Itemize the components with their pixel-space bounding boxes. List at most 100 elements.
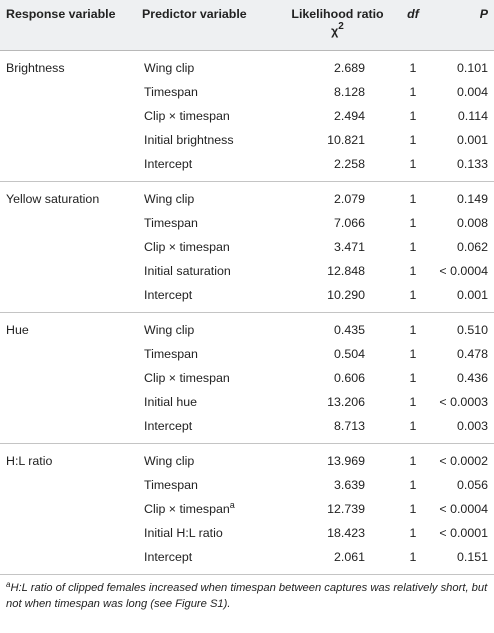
response-variable-cell [0,104,136,128]
predictor-variable-cell: Clip × timespan [136,104,282,128]
df-cell: 1 [409,454,417,468]
likelihood-ratio-cell: 18.423 [327,526,365,540]
response-variable-cell [0,545,136,575]
predictor-text: Wing clip [144,61,195,75]
predictor-variable-cell: Intercept [136,283,282,313]
response-variable-cell [0,366,136,390]
response-variable-cell: H:L ratio [6,454,53,468]
header-likelihood-text: Likelihood ratio χ [291,7,384,38]
footnote-row: aH:L ratio of clipped females increased … [0,575,494,617]
results-table-container: Response variable Predictor variable Lik… [0,0,494,617]
results-table: Response variable Predictor variable Lik… [0,0,494,617]
likelihood-ratio-cell: 12.739 [327,502,365,516]
response-variable-cell [0,414,136,444]
df-cell: 1 [409,371,417,385]
response-variable-cell: Yellow saturation [6,192,100,206]
predictor-variable-cell: Wing clip [136,182,282,212]
p-value-cell: 0.056 [456,478,488,492]
predictor-text: Initial hue [144,395,198,409]
predictor-text: Intercept [144,550,193,564]
likelihood-ratio-cell: 2.079 [333,192,365,206]
predictor-variable-cell: Clip × timespana [136,497,282,521]
predictor-text: Wing clip [144,192,195,206]
likelihood-ratio-cell: 2.258 [282,152,393,182]
df-cell: 1 [409,216,417,230]
predictor-text: Wing clip [144,454,195,468]
df-cell: 1 [393,152,433,182]
p-value-cell: 0.008 [456,216,488,230]
likelihood-ratio-cell: 3.639 [333,478,365,492]
predictor-variable-cell: Timespan [136,473,282,497]
header-likelihood-sup: 2 [338,21,344,32]
df-cell: 1 [409,240,417,254]
likelihood-ratio-cell: 0.504 [333,347,365,361]
predictor-variable-cell: Intercept [136,152,282,182]
predictor-variable-cell: Clip × timespan [136,235,282,259]
predictor-variable-cell: Timespan [136,80,282,104]
p-value-cell: 0.001 [456,133,488,147]
predictor-text: Timespan [144,347,198,361]
predictor-variable-cell: Timespan [136,211,282,235]
predictor-text: Clip × timespan [144,240,230,254]
predictor-variable-cell: Intercept [136,414,282,444]
predictor-variable-cell: Clip × timespan [136,366,282,390]
predictor-variable-cell: Wing clip [136,444,282,474]
df-cell: 1 [409,133,417,147]
predictor-text: Initial saturation [144,264,231,278]
predictor-footnote-marker: a [229,500,235,510]
df-cell: 1 [409,61,417,75]
table-row: Intercept 10.290 1 0.001 [0,283,494,313]
response-variable-cell [0,80,136,104]
table-row: Intercept 2.061 1 0.151 [0,545,494,575]
table-row: Hue Wing clip 0.435 1 0.510 [0,313,494,343]
table-row: Yellow saturation Wing clip 2.079 1 0.149 [0,182,494,212]
predictor-variable-cell: Initial saturation [136,259,282,283]
response-variable-cell [0,390,136,414]
header-response: Response variable [0,0,136,51]
header-predictor: Predictor variable [136,0,282,51]
table-row: Intercept 2.258 1 0.133 [0,152,494,182]
response-variable-cell: Hue [6,323,29,337]
table-row: Clip × timespan 2.494 1 0.114 [0,104,494,128]
likelihood-ratio-cell: 3.471 [333,240,365,254]
predictor-text: Initial H:L ratio [144,526,223,540]
p-value-cell: 0.478 [456,347,488,361]
response-variable-cell [0,152,136,182]
table-row: Initial hue 13.206 1 < 0.0003 [0,390,494,414]
table-row: H:L ratio Wing clip 13.969 1 < 0.0002 [0,444,494,474]
footnote-marker: a [6,580,11,589]
likelihood-ratio-cell: 12.848 [327,264,365,278]
table-body: Brightness Wing clip 2.689 1 0.101 Timespan 8.… [0,51,494,575]
df-cell: 1 [409,323,417,337]
predictor-text: Intercept [144,419,193,433]
likelihood-ratio-cell: 0.606 [333,371,365,385]
p-value-cell: 0.062 [456,240,488,254]
likelihood-ratio-cell: 7.066 [333,216,365,230]
likelihood-ratio-cell: 10.821 [327,133,365,147]
table-row: Initial brightness 10.821 1 0.001 [0,128,494,152]
table-row: Clip × timespan 0.606 1 0.436 [0,366,494,390]
response-variable-cell [0,473,136,497]
response-variable-cell [0,283,136,313]
table-row: Brightness Wing clip 2.689 1 0.101 [0,51,494,81]
likelihood-ratio-cell: 13.206 [327,395,365,409]
predictor-variable-cell: Wing clip [136,313,282,343]
response-variable-cell [0,259,136,283]
likelihood-ratio-cell: 2.061 [282,545,393,575]
p-value-cell: 0.133 [433,152,494,182]
p-value-cell: 0.149 [456,192,488,206]
df-cell: 1 [393,414,433,444]
table-row: Initial saturation 12.848 1 < 0.0004 [0,259,494,283]
p-value-cell: < 0.0002 [439,454,488,468]
predictor-variable-cell: Initial hue [136,390,282,414]
response-variable-cell [0,342,136,366]
table-footer: aH:L ratio of clipped females increased … [0,575,494,617]
likelihood-ratio-cell: 2.494 [333,109,365,123]
response-variable-cell [0,211,136,235]
response-variable-cell [0,128,136,152]
predictor-text: Intercept [144,288,193,302]
likelihood-ratio-cell: 0.435 [333,323,365,337]
predictor-text: Timespan [144,216,198,230]
likelihood-ratio-cell: 13.969 [327,454,365,468]
table-row: Timespan 3.639 1 0.056 [0,473,494,497]
